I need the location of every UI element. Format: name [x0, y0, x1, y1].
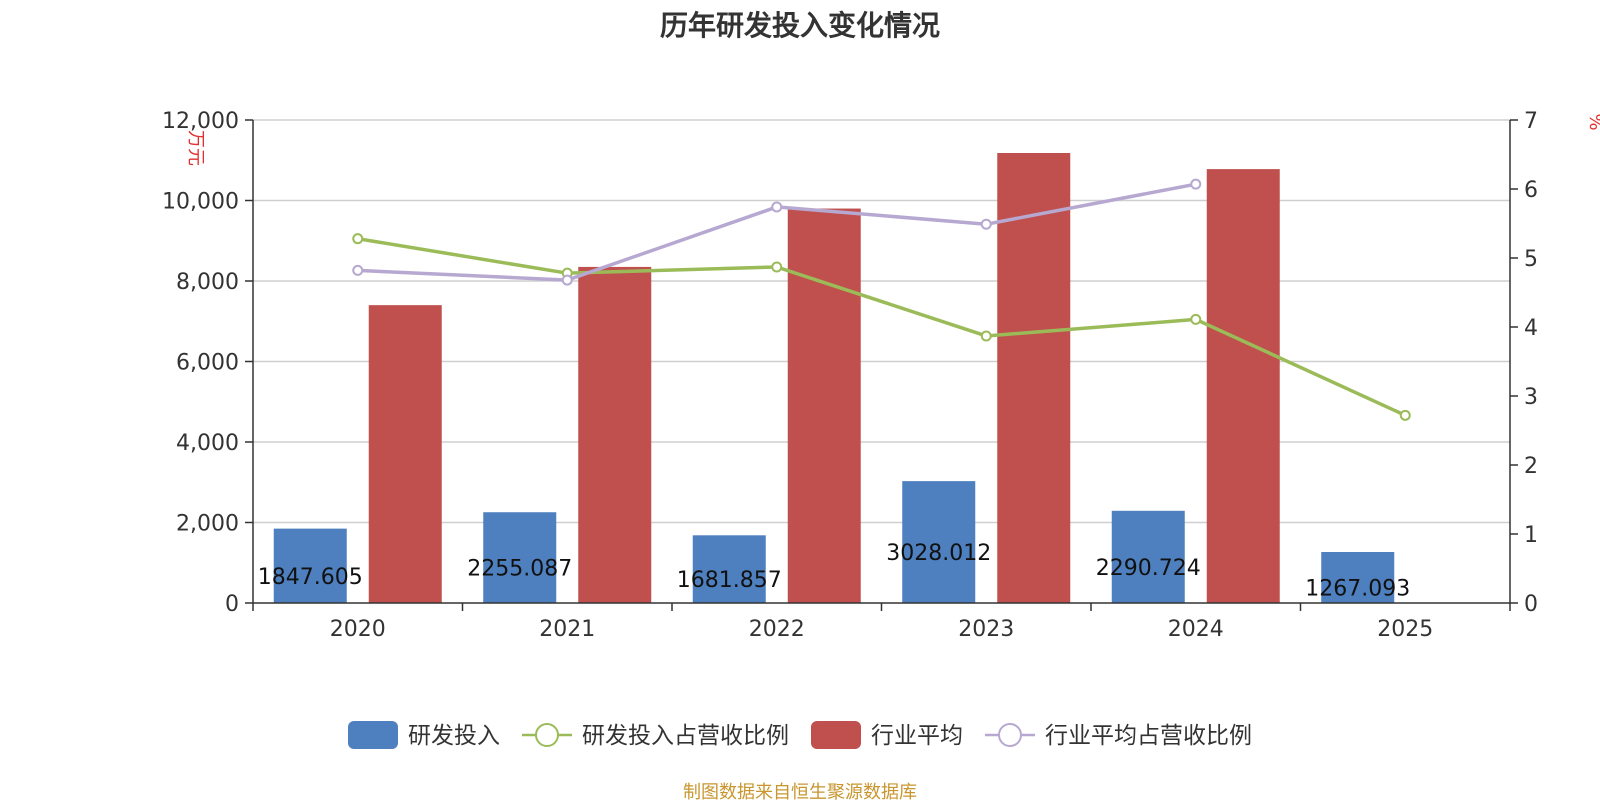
- bar: [1321, 551, 1395, 603]
- bar: [787, 208, 861, 604]
- bar: [1111, 510, 1185, 603]
- axes: 0 2,000 4,000 6,000 8,000 10,000 12,000 0 1 2 3 4 5 6…: [162, 109, 1600, 642]
- legend-item[interactable]: 研发投入: [348, 721, 500, 749]
- series-line: [357, 236, 1406, 417]
- legend-item[interactable]: 行业平均: [811, 721, 963, 749]
- y-left-tick-label: 2,000: [176, 512, 239, 537]
- line-point: [352, 264, 364, 276]
- x-tick-label: 2021: [539, 617, 595, 642]
- bars: [273, 153, 1395, 604]
- y-right-tick-label: 1: [1524, 523, 1538, 548]
- legend-swatch: [811, 721, 861, 749]
- y-left-tick-label: 12,000: [162, 109, 239, 134]
- y-right-tick-label: 7: [1524, 109, 1538, 134]
- y-right-tick-label: 2: [1524, 454, 1538, 479]
- legend: 研发投入 研发投入占营收比例 行业平均 行业平均占营收比例: [348, 721, 1252, 749]
- line-point: [1190, 178, 1202, 190]
- x-tick-label: 2024: [1168, 617, 1224, 642]
- line-point: [980, 330, 992, 342]
- line-point: [561, 274, 573, 286]
- y-right-tick-label: 0: [1524, 592, 1538, 617]
- line-point: [771, 261, 783, 273]
- legend-marker: [535, 723, 559, 747]
- bar: [483, 512, 557, 603]
- legend-item[interactable]: 研发投入占营收比例: [522, 723, 789, 749]
- y-right-tick-label: 5: [1524, 247, 1538, 272]
- y-right-tick-label: 6: [1524, 178, 1538, 203]
- bar: [902, 481, 976, 603]
- x-tick-label: 2025: [1377, 617, 1433, 642]
- line-point: [771, 201, 783, 213]
- legend-label: 行业平均占营收比例: [1045, 723, 1252, 749]
- bar-data-label: 1267.093: [1305, 576, 1410, 601]
- legend-item[interactable]: 行业平均占营收比例: [985, 723, 1252, 749]
- bar: [578, 266, 652, 603]
- legend-marker: [998, 723, 1022, 747]
- legend-swatch: [348, 721, 398, 749]
- bar-data-label: 2255.087: [467, 557, 572, 582]
- line-point: [980, 218, 992, 230]
- line-point: [352, 233, 364, 245]
- bar-data-label: 3028.012: [886, 541, 991, 566]
- y-right-tick-label: 4: [1524, 316, 1538, 341]
- y-left-tick-label: 8,000: [176, 270, 239, 295]
- data-labels: 1847.605 2255.087 1681.857 3028.012 2290.724…: [258, 541, 1410, 601]
- y-right-axis-label: %: [1585, 113, 1600, 130]
- bar-data-label: 2290.724: [1096, 556, 1201, 581]
- y-left-axis-label: 万元: [185, 130, 206, 166]
- line-point: [1190, 313, 1202, 325]
- source-note: 制图数据来自恒生聚源数据库: [683, 782, 917, 803]
- legend-label: 行业平均: [871, 723, 963, 749]
- y-left-tick-label: 4,000: [176, 431, 239, 456]
- chart-title: 历年研发投入变化情况: [659, 9, 940, 42]
- y-left-tick-label: 6,000: [176, 351, 239, 376]
- y-left-tick-label: 0: [225, 592, 239, 617]
- y-right-tick-label: 3: [1524, 385, 1538, 410]
- line-point: [1399, 409, 1411, 421]
- legend-label: 研发投入: [408, 723, 500, 749]
- bar-data-label: 1847.605: [258, 565, 363, 590]
- x-tick-label: 2022: [749, 617, 805, 642]
- bar: [692, 535, 766, 603]
- grid-lines: [253, 119, 1510, 524]
- x-tick-label: 2020: [330, 617, 386, 642]
- y-left-tick-label: 10,000: [162, 190, 239, 215]
- lines: [352, 178, 1411, 421]
- bar: [1206, 169, 1280, 604]
- bar: [368, 305, 442, 603]
- bar-data-label: 1681.857: [677, 568, 782, 593]
- x-tick-label: 2023: [958, 617, 1014, 642]
- bar: [273, 528, 347, 603]
- bar: [997, 153, 1071, 603]
- legend-label: 研发投入占营收比例: [582, 723, 789, 749]
